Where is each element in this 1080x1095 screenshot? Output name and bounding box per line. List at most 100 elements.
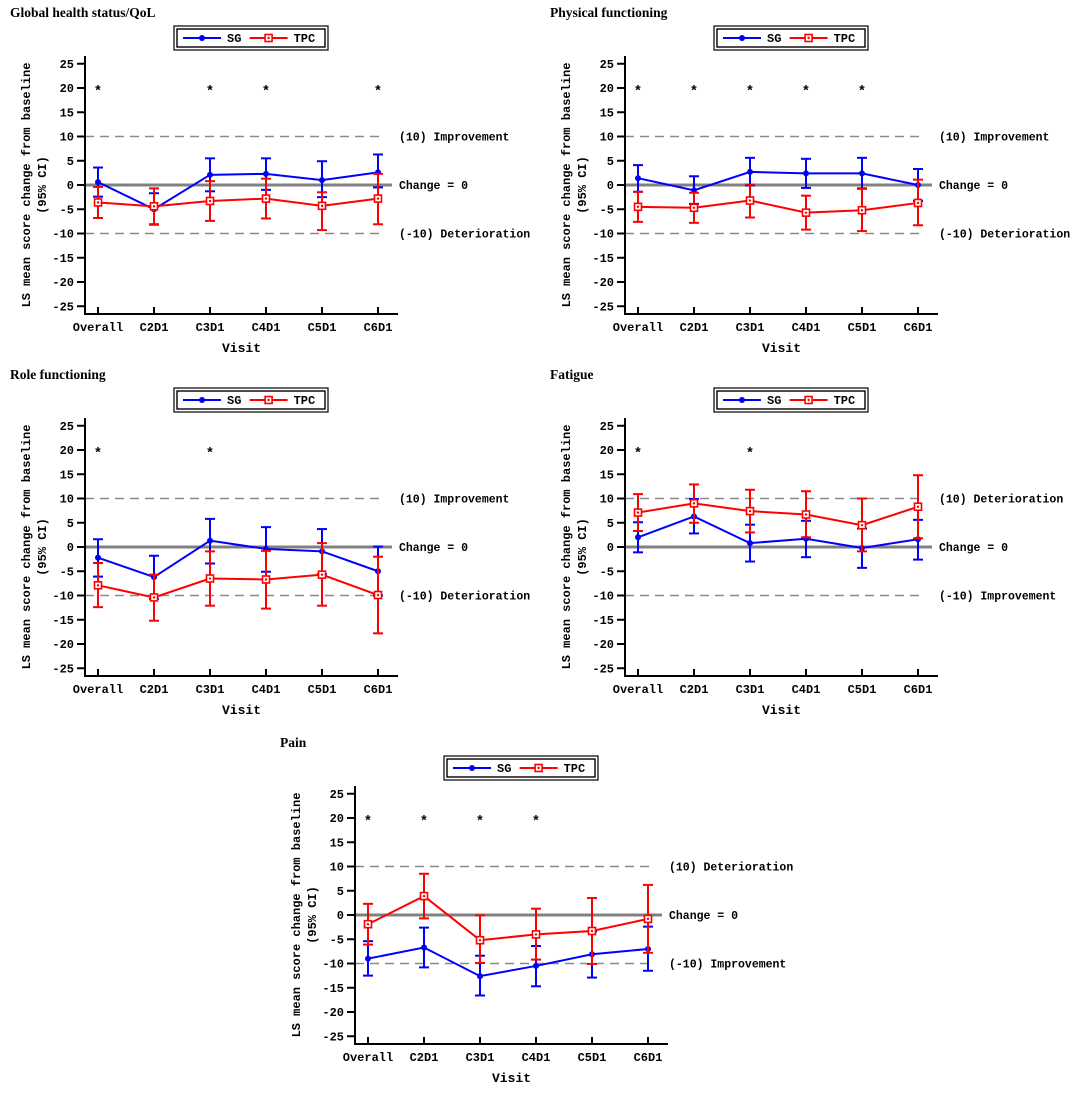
legend-frame-inner: [716, 28, 866, 48]
svg-text:LS mean score change from base: LS mean score change from baseline: [560, 63, 574, 308]
y-axis-title: LS mean score change from baseline (95% C…: [560, 425, 590, 670]
chart-title: Pain: [280, 735, 307, 750]
y-tick-label: -25: [592, 300, 614, 314]
svg-text:(95% CI): (95% CI): [36, 156, 50, 214]
series-tpc: [633, 178, 923, 233]
x-tick-label: Overall: [343, 1051, 393, 1065]
series-line: [367, 946, 649, 978]
data-point-marker: [739, 397, 745, 403]
chart-panel-fatigue: Fatigue (10) Deterioration Change = 0 (-10…: [540, 362, 1080, 727]
legend-label: SG: [227, 32, 241, 46]
svg-text:(95% CI): (95% CI): [36, 518, 50, 576]
reference-lines: (10) Improvement Change = 0 (-10) Deterior…: [625, 132, 1070, 242]
svg-text:LS mean score change from base: LS mean score change from baseline: [560, 425, 574, 670]
chart-title: Role functioning: [10, 367, 106, 382]
axes: -25 -20 -15 -10 -5 0 5 10 15 20 25 Overall C2D1 C3D1 C…: [52, 56, 398, 356]
chart-pain: (10) Deterioration Change = 0 (-10) Improv…: [290, 755, 793, 1086]
legend-frame-inner: [446, 758, 596, 778]
legend: SG TPC: [713, 387, 869, 413]
x-tick-label: C2D1: [140, 683, 169, 697]
y-tick-label: -5: [60, 565, 74, 579]
y-tick-label: -20: [52, 276, 74, 290]
significance-asterisk: *: [206, 446, 214, 462]
axes: -25 -20 -15 -10 -5 0 5 10 15 20 25 Overall C2D1 C3D1 C…: [322, 786, 668, 1086]
x-tick-label: C3D1: [736, 321, 765, 335]
significance-asterisk: *: [532, 814, 540, 830]
reference-line-label: (10) Improvement: [399, 494, 509, 507]
y-axis-title: LS mean score change from baseline (95% C…: [290, 793, 320, 1038]
y-tick-label: -10: [322, 958, 344, 972]
y-tick-label: 25: [60, 420, 74, 434]
x-axis-title: Visit: [222, 341, 261, 356]
significance-asterisk: *: [746, 446, 754, 462]
y-tick-label: 5: [337, 885, 344, 899]
significance-asterisk: *: [858, 84, 866, 100]
data-point-marker: [803, 170, 809, 177]
x-tick-label: C6D1: [364, 683, 393, 697]
x-tick-label: C6D1: [904, 683, 933, 697]
y-tick-label: 20: [60, 444, 74, 458]
reference-line-label: Change = 0: [399, 542, 468, 555]
y-tick-label: 10: [60, 131, 74, 145]
legend-label: SG: [767, 32, 781, 46]
reference-line-label: (-10) Deterioration: [399, 591, 530, 604]
x-tick-label: C6D1: [904, 321, 933, 335]
y-tick-label: 25: [60, 58, 74, 72]
data-point-marker: [859, 170, 865, 177]
x-tick-label: C3D1: [196, 683, 225, 697]
reference-line-label: Change = 0: [669, 910, 738, 923]
x-tick-label: C2D1: [140, 321, 169, 335]
chart-physical-functioning: (10) Improvement Change = 0 (-10) Deterior…: [560, 25, 1070, 356]
x-tick-label: Overall: [613, 321, 663, 335]
significance-asterisk: *: [634, 84, 642, 100]
legend-label: TPC: [294, 32, 316, 46]
legend-label: SG: [767, 394, 781, 408]
data-point-marker: [421, 944, 427, 951]
x-tick-label: C6D1: [364, 321, 393, 335]
x-tick-label: C4D1: [252, 321, 281, 335]
reference-line-label: Change = 0: [399, 180, 468, 193]
x-tick-label: C4D1: [792, 321, 821, 335]
reference-line-label: (10) Improvement: [939, 132, 1049, 145]
svg-text:LS mean score change from base: LS mean score change from baseline: [20, 63, 34, 308]
reference-lines: (10) Improvement Change = 0 (-10) Deterior…: [85, 132, 530, 242]
y-tick-label: -20: [322, 1006, 344, 1020]
y-tick-label: -25: [52, 662, 74, 676]
x-tick-label: C5D1: [848, 683, 877, 697]
reference-line-label: Change = 0: [939, 542, 1008, 555]
legend: SG TPC: [713, 25, 869, 51]
reference-line-label: (-10) Improvement: [939, 591, 1056, 604]
y-tick-label: 15: [60, 106, 74, 120]
data-point-marker: [477, 973, 483, 980]
data-point-marker: [635, 175, 641, 182]
reference-lines: (10) Improvement Change = 0 (-10) Deterior…: [85, 494, 530, 604]
y-tick-label: 10: [330, 861, 344, 875]
chart-fatigue: (10) Deterioration Change = 0 (-10) Improv…: [560, 387, 1063, 718]
legend: SG TPC: [173, 387, 329, 413]
chart-title: Fatigue: [550, 367, 594, 382]
svg-text:(95% CI): (95% CI): [306, 886, 320, 944]
x-tick-label: C5D1: [848, 321, 877, 335]
series-tpc: [633, 474, 923, 553]
x-tick-label: C6D1: [634, 1051, 663, 1065]
legend: SG TPC: [173, 25, 329, 51]
data-point-marker: [207, 171, 213, 178]
significance-asterisk: *: [262, 84, 270, 100]
y-tick-label: 20: [600, 444, 614, 458]
data-point-marker: [199, 397, 205, 403]
series-sg: [633, 497, 923, 569]
series-sg: [93, 153, 383, 226]
x-tick-label: C2D1: [410, 1051, 439, 1065]
data-point-marker: [199, 35, 205, 41]
y-tick-label: -10: [592, 228, 614, 242]
svg-text:(95% CI): (95% CI): [576, 156, 590, 214]
reference-lines: (10) Deterioration Change = 0 (-10) Improv…: [355, 862, 793, 972]
significance-markers: * * * *: [364, 814, 540, 830]
significance-asterisk: *: [690, 84, 698, 100]
significance-markers: * * * * *: [634, 84, 866, 100]
significance-asterisk: *: [746, 84, 754, 100]
significance-asterisk: *: [420, 814, 428, 830]
y-tick-label: -20: [592, 276, 614, 290]
x-tick-label: C4D1: [522, 1051, 551, 1065]
y-tick-label: -5: [600, 565, 614, 579]
